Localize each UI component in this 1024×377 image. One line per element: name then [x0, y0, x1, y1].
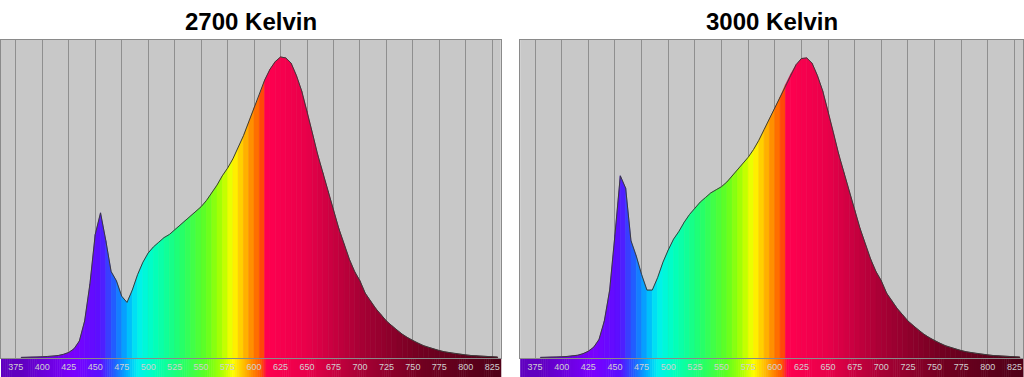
svg-text:700: 700: [352, 362, 367, 372]
svg-text:675: 675: [847, 362, 862, 372]
svg-text:500: 500: [661, 362, 676, 372]
svg-text:625: 625: [794, 362, 809, 372]
svg-text:725: 725: [900, 362, 915, 372]
svg-text:525: 525: [687, 362, 702, 372]
svg-text:825: 825: [485, 362, 500, 372]
svg-text:775: 775: [432, 362, 447, 372]
svg-text:825: 825: [1007, 362, 1022, 372]
svg-text:550: 550: [714, 362, 729, 372]
svg-text:575: 575: [741, 362, 756, 372]
svg-text:3000 Kelvin: 3000 Kelvin: [706, 8, 838, 35]
svg-text:750: 750: [405, 362, 420, 372]
svg-text:700: 700: [874, 362, 889, 372]
svg-text:775: 775: [954, 362, 969, 372]
svg-text:450: 450: [88, 362, 103, 372]
svg-text:400: 400: [35, 362, 50, 372]
svg-text:425: 425: [581, 362, 596, 372]
svg-text:600: 600: [767, 362, 782, 372]
svg-text:375: 375: [8, 362, 23, 372]
svg-text:725: 725: [379, 362, 394, 372]
svg-text:525: 525: [167, 362, 182, 372]
svg-text:375: 375: [528, 362, 543, 372]
svg-text:500: 500: [141, 362, 156, 372]
svg-text:400: 400: [554, 362, 569, 372]
svg-text:650: 650: [821, 362, 836, 372]
svg-text:600: 600: [247, 362, 262, 372]
svg-text:575: 575: [220, 362, 235, 372]
svg-text:675: 675: [326, 362, 341, 372]
svg-text:475: 475: [634, 362, 649, 372]
svg-text:475: 475: [114, 362, 129, 372]
svg-text:750: 750: [927, 362, 942, 372]
svg-text:2700 Kelvin: 2700 Kelvin: [185, 8, 317, 35]
svg-text:450: 450: [607, 362, 622, 372]
svg-text:550: 550: [194, 362, 209, 372]
svg-text:625: 625: [273, 362, 288, 372]
svg-text:650: 650: [299, 362, 314, 372]
svg-text:800: 800: [980, 362, 995, 372]
svg-text:425: 425: [61, 362, 76, 372]
svg-text:800: 800: [458, 362, 473, 372]
